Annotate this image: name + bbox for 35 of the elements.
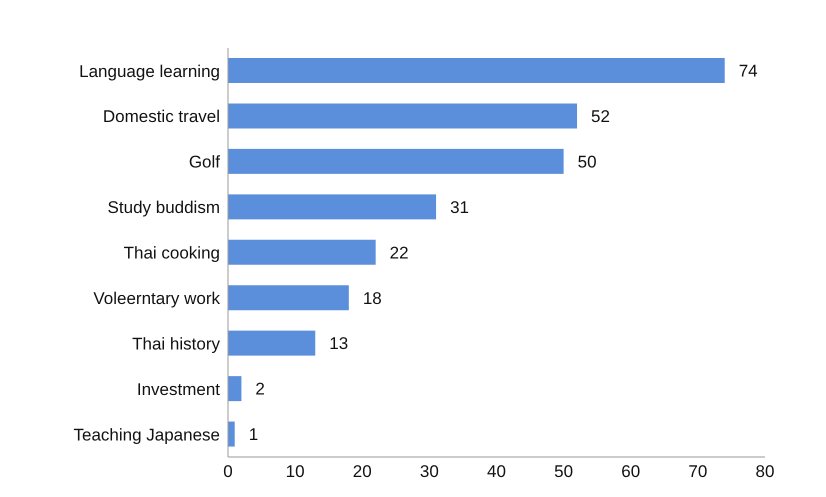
y-tick-label: Investment (136, 380, 220, 399)
data-label: 18 (362, 288, 382, 308)
data-label: 31 (450, 198, 470, 217)
bar (228, 58, 725, 83)
y-tick-label: Study buddism (108, 198, 220, 218)
data-label: 22 (390, 243, 409, 262)
x-tick-label: 70 (688, 462, 708, 482)
data-label: 74 (738, 62, 758, 81)
bar (228, 285, 349, 310)
x-tick-label: 20 (352, 462, 372, 482)
y-tick-label: Teaching Japanese (73, 425, 220, 444)
y-tick-label: Language learning (79, 62, 220, 81)
bar (228, 148, 564, 174)
y-tick-label: Voleerntary work (93, 288, 220, 308)
x-tick-label: 60 (621, 462, 640, 482)
bar (228, 330, 316, 356)
x-tick-label: 80 (756, 462, 774, 482)
x-tick-label: 50 (554, 462, 574, 482)
data-label: 1 (248, 425, 258, 444)
x-tick-label: 0 (223, 462, 233, 482)
data-label: 13 (329, 334, 348, 354)
data-label: 2 (255, 380, 265, 399)
y-tick-label: Golf (188, 152, 220, 172)
bar (228, 240, 376, 265)
bar (228, 194, 436, 220)
bar (228, 376, 242, 402)
data-label: 52 (591, 106, 610, 126)
y-tick-label: Domestic travel (102, 107, 220, 126)
x-tick-label: 10 (286, 462, 305, 482)
y-tick-label: Thai history (132, 334, 220, 354)
bar (228, 103, 578, 128)
x-tick-label: 30 (420, 462, 439, 482)
data-label: 50 (578, 152, 597, 172)
x-tick-label: 40 (487, 462, 506, 482)
y-tick-label: Thai cooking (124, 244, 220, 263)
